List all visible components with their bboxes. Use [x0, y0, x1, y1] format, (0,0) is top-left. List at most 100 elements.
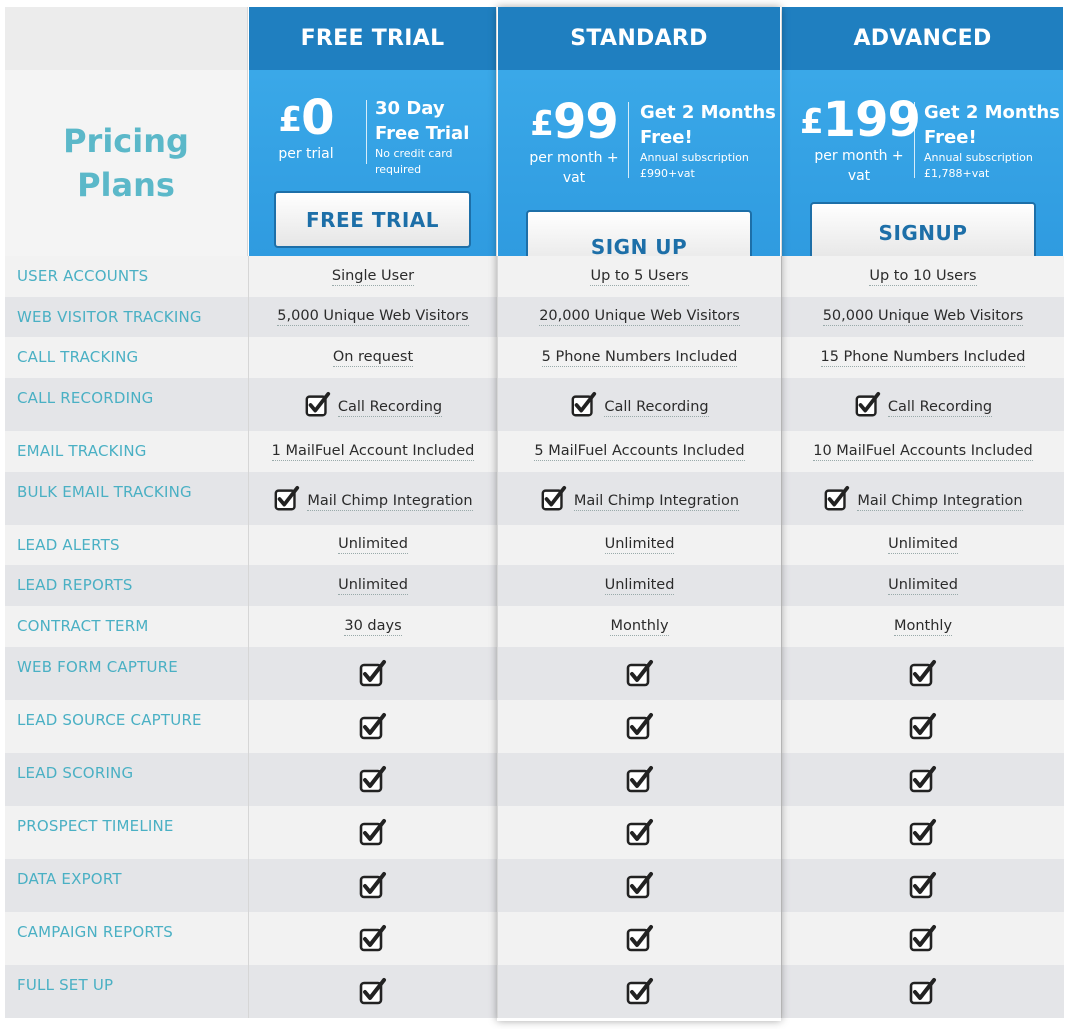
feature-label: WEB VISITOR TRACKING: [17, 308, 202, 326]
feature-row: CONTRACT TERM 30 days Monthly Monthly: [5, 606, 1064, 647]
promo-title: Get 2 Months Free!: [924, 102, 1060, 148]
feature-value: Mail Chimp Integration: [573, 492, 740, 511]
feature-cell: Unlimited: [781, 565, 1064, 606]
feature-cell: 5 Phone Numbers Included: [497, 337, 781, 378]
feature-cell: [781, 806, 1064, 859]
checkbox-checked-icon: [358, 765, 388, 795]
feature-label: LEAD SCORING: [17, 764, 134, 782]
promo-block: 30 Day Free Trial No credit card require…: [375, 96, 493, 178]
feature-value: Monthly: [893, 617, 953, 636]
promo-note: No credit card required: [375, 147, 453, 176]
checkbox-checked-icon: [908, 977, 938, 1007]
feature-cell: Up to 5 Users: [497, 256, 781, 297]
feature-value: 30 days: [344, 617, 402, 636]
feature-label: DATA EXPORT: [17, 870, 122, 888]
signup-button[interactable]: SIGNUP: [810, 202, 1036, 256]
feature-cell: [781, 965, 1064, 1018]
feature-value: Single User: [331, 267, 415, 286]
feature-cell: [248, 859, 497, 912]
feature-label: LEAD SOURCE CAPTURE: [17, 711, 202, 729]
feature-cell: [248, 700, 497, 753]
checkbox-checked-icon: [625, 871, 655, 901]
feature-cell: [781, 700, 1064, 753]
checkbox-checked-icon: [908, 818, 938, 848]
feature-cell: [248, 647, 497, 700]
checkbox-checked-icon: [273, 485, 301, 513]
plan-name: STANDARD: [497, 7, 781, 70]
price-divider: [914, 102, 915, 178]
feature-label: CONTRACT TERM: [17, 617, 149, 635]
plan-column-standard: STANDARD £99 per month + vat Get 2 Month…: [497, 7, 781, 1021]
feature-label: CALL RECORDING: [17, 389, 154, 407]
checkbox-checked-icon: [358, 871, 388, 901]
feature-cell: Unlimited: [248, 565, 497, 606]
feature-cell: 1 MailFuel Account Included: [248, 431, 497, 472]
feature-row: EMAIL TRACKING 1 MailFuel Account Include…: [5, 431, 1064, 472]
feature-value: Unlimited: [338, 536, 408, 554]
feature-row: LEAD SOURCE CAPTURE: [5, 700, 1064, 753]
plan-name: ADVANCED: [781, 7, 1064, 70]
sign-up-button[interactable]: SIGN UP: [526, 210, 752, 256]
feature-cell: [497, 912, 781, 965]
feature-row: CALL TRACKING On request 5 Phone Numbers I…: [5, 337, 1064, 378]
feature-value: 15 Phone Numbers Included: [820, 348, 1026, 367]
feature-cell: [248, 753, 497, 806]
feature-value: Call Recording: [887, 398, 993, 417]
feature-value: 5 MailFuel Accounts Included: [534, 442, 745, 461]
price-period: per trial: [278, 146, 334, 162]
price-amount: £199: [800, 92, 921, 148]
feature-row: FULL SET UP: [5, 965, 1064, 1018]
checkbox-checked-icon: [570, 391, 598, 419]
feature-value: On request: [332, 348, 414, 367]
feature-cell: Unlimited: [248, 525, 497, 565]
feature-cell: [497, 700, 781, 753]
feature-cell: 10 MailFuel Accounts Included: [781, 431, 1064, 472]
feature-row: WEB FORM CAPTURE: [5, 647, 1064, 700]
feature-cell: Monthly: [497, 606, 781, 647]
feature-label: BULK EMAIL TRACKING: [17, 483, 192, 501]
feature-cell: Mail Chimp Integration: [497, 472, 781, 525]
feature-value: Monthly: [610, 617, 669, 636]
checkbox-checked-icon: [908, 924, 938, 954]
price-amount: £99: [530, 94, 618, 150]
pricing-table: Pricing Plans FREE TRIAL £0 per trial 30…: [5, 7, 1064, 1021]
feature-value: Up to 10 Users: [869, 267, 977, 286]
price-period: per month + vat: [814, 148, 904, 184]
feature-value: 20,000 Unique Web Visitors: [539, 308, 740, 326]
plan-column-free-trial: FREE TRIAL £0 per trial 30 Day Free Tria…: [248, 7, 497, 1021]
feature-label: CALL TRACKING: [17, 348, 139, 366]
plan-name: FREE TRIAL: [248, 7, 497, 70]
free-trial-button[interactable]: FREE TRIAL: [274, 191, 471, 248]
page-title: Pricing Plans: [63, 122, 189, 204]
promo-title: Get 2 Months Free!: [640, 102, 776, 148]
feature-cell: 5 MailFuel Accounts Included: [497, 431, 781, 472]
checkbox-checked-icon: [358, 712, 388, 742]
feature-label: USER ACCOUNTS: [17, 267, 149, 285]
promo-title: 30 Day Free Trial: [375, 98, 470, 144]
feature-row: DATA EXPORT: [5, 859, 1064, 912]
feature-value: Unlimited: [604, 576, 675, 595]
checkbox-checked-icon: [625, 818, 655, 848]
checkbox-checked-icon: [908, 659, 938, 689]
promo-note: Annual subscription £1,788+vat: [924, 151, 1033, 180]
feature-cell: Monthly: [781, 606, 1064, 647]
feature-value: 5,000 Unique Web Visitors: [277, 308, 469, 326]
checkbox-checked-icon: [358, 924, 388, 954]
promo-block: Get 2 Months Free! Annual subscription £…: [640, 100, 778, 182]
checkbox-checked-icon: [625, 924, 655, 954]
feature-cell: 20,000 Unique Web Visitors: [497, 297, 781, 337]
plan-price-panel: £99 per month + vat Get 2 Months Free! A…: [497, 70, 781, 256]
feature-cell: [248, 965, 497, 1018]
feature-label: LEAD REPORTS: [17, 576, 133, 594]
feature-value: 5 Phone Numbers Included: [541, 348, 738, 367]
price-divider: [628, 102, 629, 178]
checkbox-checked-icon: [854, 391, 882, 419]
feature-cell: [781, 859, 1064, 912]
feature-cell: Mail Chimp Integration: [248, 472, 497, 525]
feature-cell: [497, 806, 781, 859]
checkbox-checked-icon: [358, 977, 388, 1007]
checkbox-checked-icon: [908, 712, 938, 742]
promo-note: Annual subscription £990+vat: [640, 151, 749, 180]
feature-value: Call Recording: [604, 398, 709, 417]
feature-value: Unlimited: [888, 576, 958, 595]
